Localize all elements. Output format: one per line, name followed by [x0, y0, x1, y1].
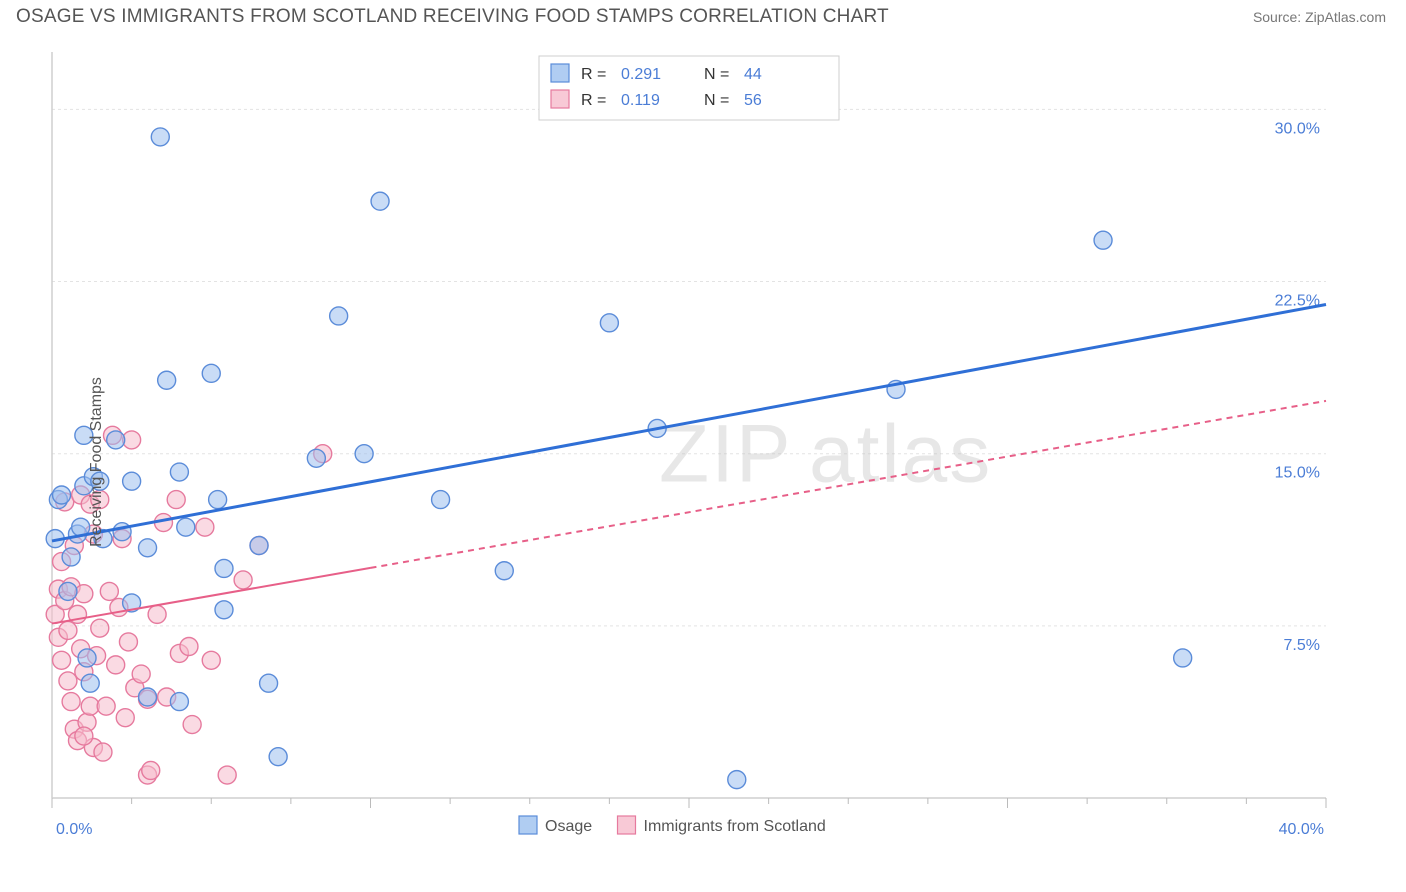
data-point: [170, 693, 188, 711]
data-point: [158, 371, 176, 389]
data-point: [142, 761, 160, 779]
data-point: [234, 571, 252, 589]
svg-text:7.5%: 7.5%: [1284, 637, 1320, 654]
data-point: [53, 486, 71, 504]
data-point: [250, 537, 268, 555]
data-point: [209, 491, 227, 509]
svg-text:R =: R =: [581, 66, 606, 83]
data-point: [177, 518, 195, 536]
svg-text:R =: R =: [581, 92, 606, 109]
svg-text:N =: N =: [704, 66, 729, 83]
data-point: [116, 709, 134, 727]
legend-swatch: [618, 816, 636, 834]
svg-text:N =: N =: [704, 92, 729, 109]
data-point: [600, 314, 618, 332]
data-point: [180, 638, 198, 656]
legend-swatch: [551, 64, 569, 82]
data-point: [97, 697, 115, 715]
data-point: [53, 651, 71, 669]
data-point: [100, 582, 118, 600]
data-point: [59, 672, 77, 690]
data-point: [215, 559, 233, 577]
data-point: [495, 562, 513, 580]
data-point: [75, 727, 93, 745]
data-point: [170, 463, 188, 481]
data-point: [330, 307, 348, 325]
svg-text:30.0%: 30.0%: [1275, 120, 1320, 137]
svg-text:0.119: 0.119: [621, 92, 660, 109]
data-point: [91, 619, 109, 637]
data-point: [107, 656, 125, 674]
svg-text:44: 44: [744, 66, 762, 83]
data-point: [202, 651, 220, 669]
legend-label: Immigrants from Scotland: [644, 818, 826, 835]
svg-text:0.0%: 0.0%: [56, 821, 92, 838]
data-point: [62, 548, 80, 566]
data-point: [123, 472, 141, 490]
svg-text:0.291: 0.291: [621, 66, 661, 83]
data-point: [1174, 649, 1192, 667]
data-point: [62, 693, 80, 711]
data-point: [432, 491, 450, 509]
data-point: [78, 649, 96, 667]
svg-text:56: 56: [744, 92, 762, 109]
correlation-scatter-chart: 7.5%15.0%22.5%30.0%ZIPatlas0.0%40.0%R =0…: [16, 40, 1336, 840]
legend-swatch: [519, 816, 537, 834]
data-point: [139, 688, 157, 706]
data-point: [81, 674, 99, 692]
data-point: [107, 431, 125, 449]
data-point: [1094, 231, 1112, 249]
data-point: [151, 128, 169, 146]
source-attribution: Source: ZipAtlas.com: [1253, 9, 1386, 25]
data-point: [119, 633, 137, 651]
data-point: [728, 771, 746, 789]
chart-title: OSAGE VS IMMIGRANTS FROM SCOTLAND RECEIV…: [16, 6, 889, 28]
data-point: [269, 748, 287, 766]
data-point: [183, 716, 201, 734]
data-point: [196, 518, 214, 536]
data-point: [132, 665, 150, 683]
source-label: Source:: [1253, 9, 1301, 25]
data-point: [260, 674, 278, 692]
data-point: [59, 621, 77, 639]
data-point: [148, 605, 166, 623]
svg-text:ZIP: ZIP: [659, 409, 793, 500]
data-point: [371, 192, 389, 210]
data-point: [167, 491, 185, 509]
data-point: [215, 601, 233, 619]
data-point: [307, 449, 325, 467]
data-point: [139, 539, 157, 557]
legend-label: Osage: [545, 818, 592, 835]
data-point: [75, 585, 93, 603]
svg-text:15.0%: 15.0%: [1275, 465, 1320, 482]
source-value: ZipAtlas.com: [1305, 9, 1386, 25]
svg-text:40.0%: 40.0%: [1279, 821, 1324, 838]
y-axis-label: Receiving Food Stamps: [88, 377, 106, 547]
data-point: [218, 766, 236, 784]
data-point: [59, 582, 77, 600]
data-point: [202, 364, 220, 382]
data-point: [94, 743, 112, 761]
legend-swatch: [551, 90, 569, 108]
data-point: [355, 445, 373, 463]
